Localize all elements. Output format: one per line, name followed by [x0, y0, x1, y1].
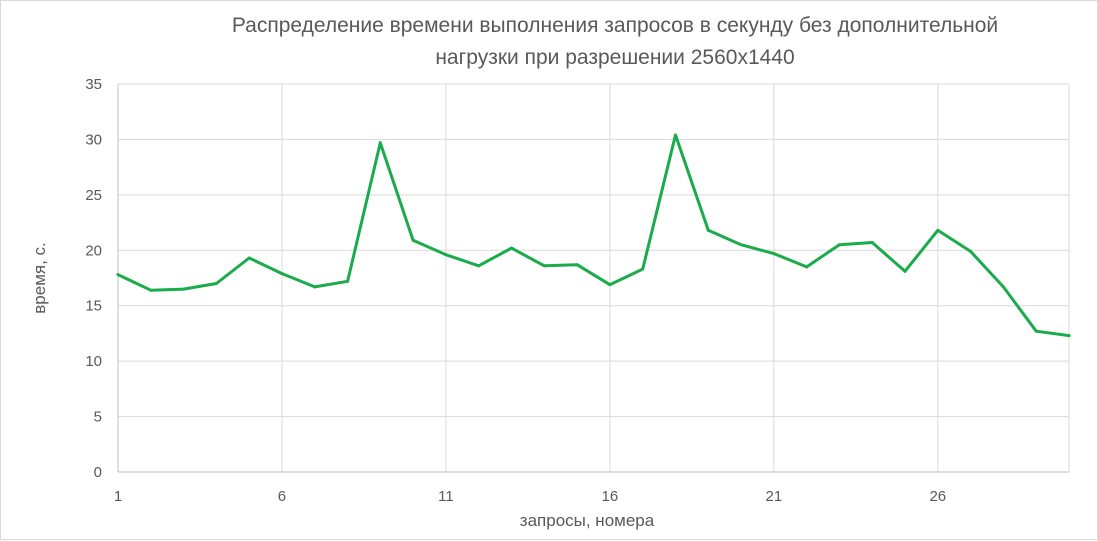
grid: [118, 83, 1070, 472]
data-point: [870, 241, 874, 245]
data-point: [214, 282, 218, 286]
data-point: [903, 269, 907, 273]
data-point: [1001, 285, 1005, 289]
data-point: [247, 256, 251, 260]
data-point: [116, 273, 120, 277]
x-tick-label: 11: [438, 488, 454, 505]
x-tick-label: 16: [602, 488, 619, 505]
data-point: [346, 279, 350, 283]
data-point: [641, 267, 645, 271]
data-point: [280, 272, 284, 276]
data-point: [411, 238, 415, 242]
y-tick-label: 5: [94, 409, 102, 426]
data-point: [739, 243, 743, 247]
data-point: [444, 253, 448, 257]
data-point: [313, 285, 317, 289]
data-point: [805, 265, 809, 269]
y-tick-label: 0: [94, 464, 102, 481]
x-axis-title: запросы, номера: [520, 511, 655, 530]
data-point: [182, 287, 186, 291]
data-point: [673, 133, 677, 137]
y-axis-title: время, с.: [30, 242, 49, 314]
data-point: [477, 264, 481, 268]
data-point: [575, 263, 579, 267]
y-tick-label: 10: [85, 353, 102, 370]
data-point: [378, 141, 382, 145]
x-tick-label: 1: [114, 488, 122, 505]
y-tick-label: 20: [85, 242, 102, 259]
series-layer: [116, 133, 1071, 338]
series-line: [116, 133, 1071, 338]
data-point: [837, 243, 841, 247]
y-tick-label: 25: [85, 187, 102, 204]
data-point: [149, 288, 153, 292]
data-point: [772, 252, 776, 256]
data-point: [542, 264, 546, 268]
data-point: [608, 283, 612, 287]
x-tick-label: 21: [766, 488, 783, 505]
data-point: [510, 246, 514, 250]
data-point: [1067, 334, 1071, 338]
data-point: [706, 228, 710, 232]
x-tick-label: 6: [278, 488, 286, 505]
chart-title-line-1: Распределение времени выполнения запросо…: [232, 14, 998, 37]
data-point: [969, 249, 973, 253]
y-tick-label: 35: [85, 76, 102, 93]
x-tick-label: 26: [929, 488, 946, 505]
chart-title-line-2: нагрузки при разрешении 2560x1440: [435, 46, 794, 69]
data-point: [936, 228, 940, 232]
y-tick-label: 30: [85, 131, 102, 148]
data-point: [1034, 329, 1038, 333]
y-tick-label: 15: [85, 298, 102, 315]
